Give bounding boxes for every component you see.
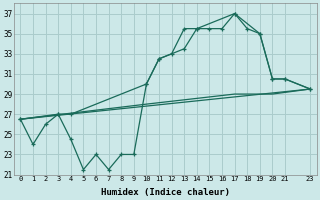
X-axis label: Humidex (Indice chaleur): Humidex (Indice chaleur)	[101, 188, 230, 197]
